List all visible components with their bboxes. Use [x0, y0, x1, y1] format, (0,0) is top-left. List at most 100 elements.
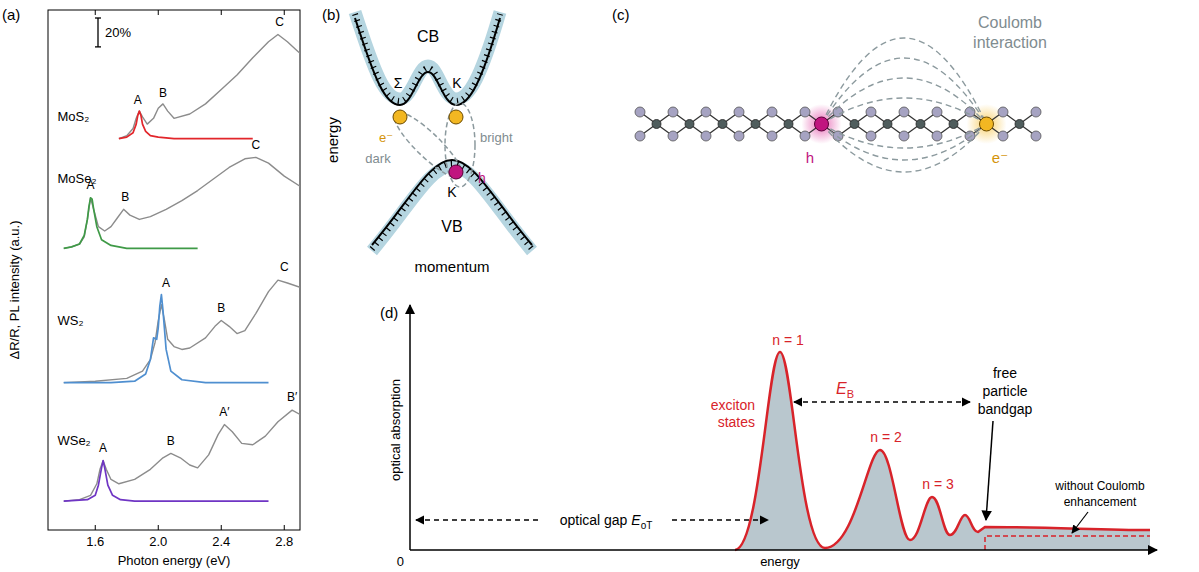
text-line: free — [993, 365, 1017, 381]
text-line: without Coulomb — [1054, 479, 1145, 493]
panel-a: 1.62.02.42.8Photon energy (eV)ΔR/R, PL i… — [2, 6, 300, 568]
chalcogen-atom — [701, 107, 711, 117]
hole — [815, 117, 829, 131]
axis-label: optical absorption — [388, 379, 403, 481]
spectrum-line — [64, 157, 300, 248]
coulomb-line — [822, 78, 987, 124]
conduction-band — [355, 18, 500, 105]
text-line: Coulomb — [978, 14, 1042, 31]
text-line: bandgap — [978, 401, 1033, 417]
scale-bar — [97, 18, 98, 47]
state-label: n = 2 — [870, 429, 902, 445]
axis-label: momentum — [414, 258, 489, 275]
coulomb-line — [822, 58, 987, 124]
electron — [980, 117, 994, 131]
panel-label: (a) — [2, 6, 20, 23]
x-tick — [95, 525, 96, 530]
uncorrelated-curve — [985, 536, 1150, 550]
metal-atom — [883, 120, 892, 129]
text-line: states — [718, 414, 755, 430]
coulomb-line — [822, 124, 987, 148]
electron-label: e⁻ — [992, 149, 1008, 166]
metal-atom — [685, 120, 694, 129]
x-tick-top — [95, 10, 96, 15]
band-shade — [355, 12, 500, 99]
peak-label: A — [87, 178, 95, 192]
valley-label: Σ — [394, 75, 403, 91]
chalcogen-atom — [833, 107, 843, 117]
x-tick-top — [158, 10, 159, 15]
chalcogen-atom — [734, 107, 744, 117]
coulomb-line — [822, 124, 987, 160]
band-label: VB — [441, 218, 462, 235]
valley-label: K — [452, 75, 462, 91]
chalcogen-atom — [965, 107, 975, 117]
scale-bar-cap — [95, 46, 101, 47]
bandgap-arrow — [986, 421, 993, 520]
chalcogen-atom — [1031, 107, 1041, 117]
valley-label: K — [447, 184, 457, 200]
hole-label: h — [478, 170, 486, 186]
absorption-curve — [735, 352, 1150, 550]
x-axis — [410, 549, 1157, 551]
chalcogen-atom — [998, 107, 1008, 117]
x-tick-top — [221, 10, 222, 15]
band-shade — [372, 166, 532, 251]
figure: 1.62.02.42.8Photon energy (eV)ΔR/R, PL i… — [0, 0, 1199, 572]
peak-label: A — [162, 276, 170, 290]
panel-c: (c)he⁻Coulombinteraction — [612, 6, 1047, 172]
metal-atom — [718, 120, 727, 129]
subscript: oT — [641, 520, 653, 531]
chalcogen-atom — [932, 131, 942, 141]
chalcogen-atom — [701, 131, 711, 141]
peak-label: B — [167, 434, 175, 448]
scale-bar-label: 20% — [105, 25, 131, 40]
absorption-fill — [735, 352, 1150, 550]
panel-label: (c) — [612, 6, 630, 23]
dark-exciton-loop — [387, 104, 470, 185]
metal-atom — [916, 120, 925, 129]
x-tick-label: 2.0 — [149, 534, 167, 549]
spectrum-line — [64, 410, 300, 501]
chalcogen-atom — [635, 107, 645, 117]
chalcogen-atom — [866, 131, 876, 141]
chalcogen-atom — [800, 131, 810, 141]
curve-label: MoS₂ — [57, 109, 89, 124]
band-hatch — [355, 14, 500, 101]
x-tick — [221, 525, 222, 530]
plot-frame — [48, 10, 300, 530]
x-axis-title: Photon energy (eV) — [118, 553, 231, 568]
subscript: B — [847, 388, 854, 400]
chalcogen-atom — [866, 107, 876, 117]
text-line: enhancement — [1064, 495, 1137, 509]
peak-label: C — [252, 138, 261, 152]
metal-atom — [850, 120, 859, 129]
text-line: particle — [982, 383, 1027, 399]
spectrum-line — [64, 198, 198, 249]
electron — [449, 110, 463, 124]
text-line: interaction — [973, 34, 1047, 51]
peak-label: A — [99, 441, 107, 455]
x-tick — [284, 525, 285, 530]
coulomb-line — [822, 124, 987, 172]
spectrum-line — [64, 280, 300, 383]
chalcogen-atom — [668, 107, 678, 117]
uncorrelated-label: without Coulomb enhancement — [1054, 479, 1145, 509]
spectrum-line — [64, 295, 269, 383]
x-tick-label: 1.6 — [86, 534, 104, 549]
y-axis — [409, 305, 411, 550]
hole — [449, 165, 463, 179]
axis-label: energy — [760, 554, 800, 569]
scale-bar-cap — [95, 17, 101, 18]
panel-label: (d) — [380, 304, 398, 321]
y-axis-title: ΔR/R, PL intensity (a.u.) — [7, 221, 22, 360]
bandgap-label: free particle bandgap — [978, 365, 1033, 417]
state-label: n = 1 — [772, 332, 804, 348]
band-label: CB — [417, 28, 439, 45]
chalcogen-atom — [668, 131, 678, 141]
metal-atom — [751, 120, 760, 129]
curve-label: WS₂ — [57, 313, 83, 328]
symbol: E — [836, 380, 847, 397]
binding-energy-label: EB — [836, 380, 854, 400]
peak-label: B′ — [287, 390, 298, 404]
